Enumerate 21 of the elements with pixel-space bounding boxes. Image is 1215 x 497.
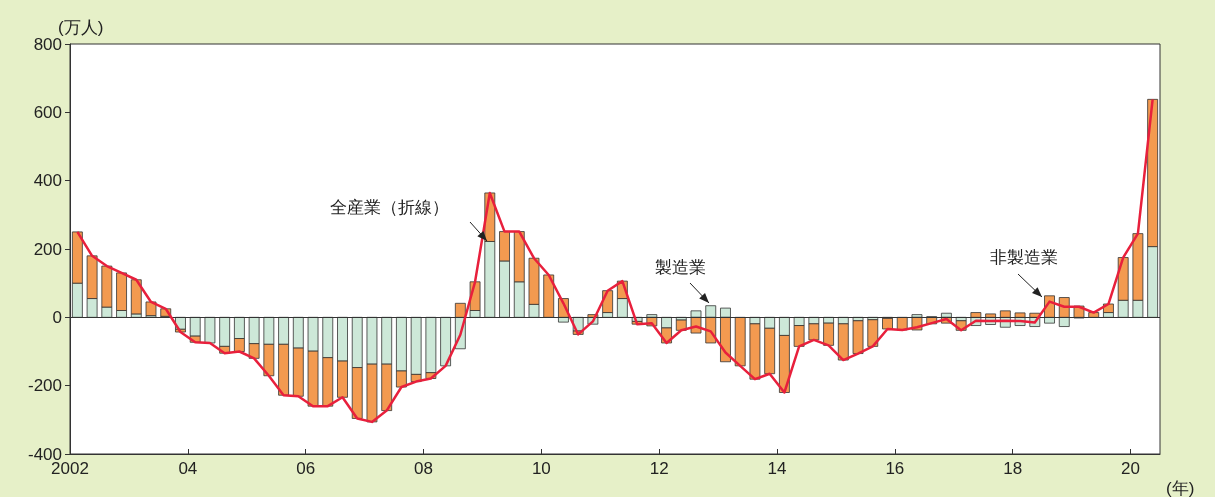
x-tick-label: 04 [178, 459, 198, 478]
x-tick-label: 2002 [51, 459, 89, 478]
y-axis-title: (万人) [58, 17, 104, 37]
x-tick-label: 06 [296, 459, 316, 478]
x-axis-title: (年) [1166, 479, 1195, 497]
text: 全産業（折線） [330, 196, 449, 219]
y-tick-label: 0 [52, 307, 62, 327]
series-label: 非製造業 [990, 246, 1058, 269]
y-tick-label: 600 [33, 102, 62, 122]
x-tick-label: 08 [414, 459, 433, 478]
x-tick-label: 10 [531, 459, 551, 478]
y-tick-label: -200 [27, 376, 62, 396]
x-tick-label: 20 [1121, 459, 1140, 478]
series-label: 製造業 [655, 256, 706, 279]
x-tick-label: 18 [1003, 459, 1023, 478]
x-tick-label: 14 [767, 459, 787, 478]
y-tick-label: 800 [33, 34, 62, 54]
y-tick-label: 400 [33, 171, 62, 191]
x-tick-label: 12 [649, 459, 669, 478]
x-tick-label: 16 [885, 459, 905, 478]
y-tick-label: 200 [33, 239, 62, 259]
